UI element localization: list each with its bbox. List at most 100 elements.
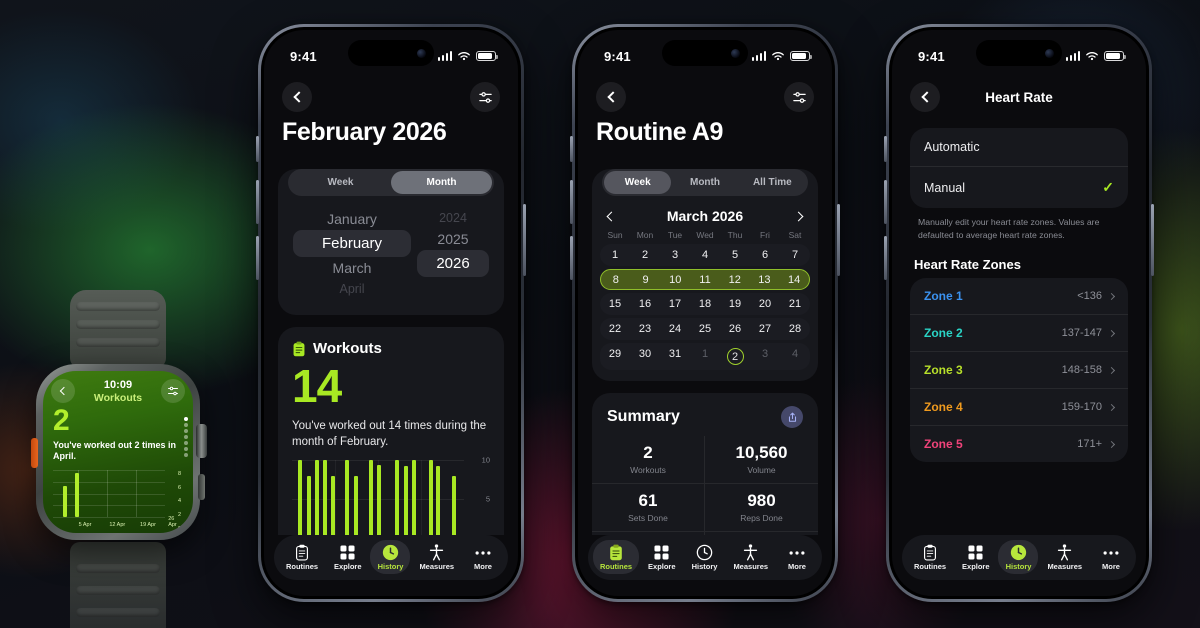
- calendar-day[interactable]: 28: [788, 323, 802, 336]
- digital-crown[interactable]: [196, 424, 207, 458]
- picker-month-january[interactable]: January: [327, 211, 377, 227]
- calendar-week-row[interactable]: 15 16 17 18 19 20 21: [600, 293, 810, 316]
- calendar-day[interactable]: 19: [728, 298, 742, 311]
- calendar-day[interactable]: 3: [761, 348, 769, 361]
- calendar-day[interactable]: 6: [761, 249, 769, 261]
- segment-all-time[interactable]: All Time: [752, 177, 792, 188]
- back-button[interactable]: [596, 82, 626, 112]
- tab-measures[interactable]: Measures: [412, 540, 461, 574]
- tab-bar[interactable]: Routines Explore History Measures More: [902, 535, 1136, 580]
- next-month-button[interactable]: [793, 211, 804, 221]
- calendar-day[interactable]: 8: [612, 273, 619, 286]
- calendar-day[interactable]: 29: [608, 348, 622, 361]
- calendar-day[interactable]: 15: [608, 298, 622, 311]
- watch-action-button[interactable]: [31, 438, 38, 468]
- calendar-weeks[interactable]: 1 2 3 4 5 6 7 8 9 10 11 12 13 14 15 16 17 18 19 20 21 22 23 24 2…: [592, 244, 818, 371]
- watch-filter-button[interactable]: [160, 379, 185, 404]
- calendar-day[interactable]: 20: [758, 298, 772, 311]
- watch-back-button[interactable]: [51, 379, 75, 404]
- calendar-week-row[interactable]: 22 23 24 25 26 27 28: [600, 318, 810, 341]
- calendar-day[interactable]: 31: [668, 348, 682, 361]
- calendar-day[interactable]: 25: [698, 323, 712, 336]
- calendar-day[interactable]: 26: [728, 323, 742, 336]
- tab-more[interactable]: More: [1091, 540, 1131, 574]
- picker-year-2026[interactable]: 2026: [417, 250, 489, 277]
- segment-month[interactable]: Month: [689, 177, 720, 188]
- calendar-day[interactable]: 10: [669, 273, 682, 286]
- tab-bar[interactable]: Routines Explore History Measures More: [588, 535, 822, 580]
- tab-history[interactable]: History: [684, 540, 724, 574]
- year-wheel[interactable]: 2024 2025 2026: [417, 208, 489, 299]
- calendar-day[interactable]: 9: [642, 273, 649, 286]
- picker-year-2024[interactable]: 2024: [439, 211, 467, 225]
- tab-history[interactable]: History: [998, 540, 1039, 574]
- period-segmented-control[interactable]: Week Month: [288, 169, 494, 196]
- month-wheel[interactable]: January February March April: [293, 208, 411, 299]
- tab-explore[interactable]: Explore: [641, 540, 683, 574]
- tab-more[interactable]: More: [463, 540, 503, 574]
- calendar-day[interactable]: 4: [791, 348, 799, 361]
- calendar-day[interactable]: 3: [671, 249, 679, 261]
- calendar-day[interactable]: 2: [720, 348, 750, 366]
- back-button[interactable]: [910, 82, 940, 112]
- calendar-day[interactable]: 5: [731, 249, 739, 261]
- tab-explore[interactable]: Explore: [327, 540, 369, 574]
- calendar-day[interactable]: 13: [758, 273, 771, 286]
- calendar-day[interactable]: 2: [641, 249, 649, 261]
- calendar-day[interactable]: 22: [608, 323, 622, 336]
- zone-row-zone-2[interactable]: Zone 2 137-147: [910, 314, 1128, 351]
- zone-row-zone-4[interactable]: Zone 4 159-170: [910, 388, 1128, 425]
- filter-button[interactable]: [784, 82, 814, 112]
- calendar-day[interactable]: 23: [638, 323, 652, 336]
- zone-row-zone-1[interactable]: Zone 1 <136: [910, 278, 1128, 314]
- segment-week[interactable]: Week: [604, 171, 672, 194]
- tab-history[interactable]: History: [370, 540, 411, 574]
- picker-month-march[interactable]: March: [332, 260, 372, 276]
- heart-rate-zones-list[interactable]: Zone 1 <136 Zone 2 137-147 Zone 3 148-15…: [910, 278, 1128, 463]
- grid-line-vertical: [421, 460, 422, 535]
- tab-routines[interactable]: Routines: [592, 540, 640, 574]
- tab-bar[interactable]: Routines Explore History Measures More: [274, 535, 508, 580]
- calendar-day[interactable]: 21: [788, 298, 802, 311]
- picker-month-april[interactable]: April: [339, 282, 365, 296]
- tab-routines[interactable]: Routines: [279, 540, 325, 574]
- calendar-day[interactable]: 27: [758, 323, 772, 336]
- back-button[interactable]: [282, 82, 312, 112]
- calendar-week-row[interactable]: 1 2 3 4 5 6 7: [600, 244, 810, 266]
- segment-month[interactable]: Month: [391, 171, 492, 194]
- tab-measures[interactable]: Measures: [1040, 540, 1089, 574]
- prev-month-button[interactable]: [606, 211, 617, 221]
- calendar-day[interactable]: 4: [701, 249, 709, 261]
- mode-option-manual[interactable]: Manual ✓: [910, 166, 1128, 208]
- calendar-week-row-selected[interactable]: 8 9 10 11 12 13 14: [600, 269, 810, 291]
- mode-option-automatic[interactable]: Automatic: [910, 128, 1128, 166]
- calendar-day[interactable]: 16: [638, 298, 652, 311]
- calendar-day[interactable]: 1: [701, 348, 709, 361]
- calendar-week-row[interactable]: 29 30 31 1 2 3 4: [600, 343, 810, 371]
- calendar-day[interactable]: 7: [791, 249, 799, 261]
- calendar-day[interactable]: 1: [611, 249, 619, 261]
- month-year-picker[interactable]: January February March April 2024 2025 2…: [278, 196, 504, 315]
- calendar-day[interactable]: 17: [668, 298, 682, 311]
- watch-side-button[interactable]: [198, 474, 205, 500]
- calendar-day[interactable]: 14: [788, 273, 801, 286]
- zone-row-zone-5[interactable]: Zone 5 171+: [910, 425, 1128, 462]
- tab-measures[interactable]: Measures: [726, 540, 775, 574]
- period-segmented-control[interactable]: Week Month All Time: [602, 169, 808, 196]
- share-button[interactable]: [781, 406, 803, 429]
- filter-button[interactable]: [470, 82, 500, 112]
- tab-more[interactable]: More: [777, 540, 817, 574]
- tab-routines[interactable]: Routines: [907, 540, 953, 574]
- calendar-day[interactable]: 30: [638, 348, 652, 361]
- tab-explore[interactable]: Explore: [955, 540, 997, 574]
- zone-row-zone-3[interactable]: Zone 3 148-158: [910, 351, 1128, 388]
- picker-month-february[interactable]: February: [293, 230, 411, 257]
- picker-year-2025[interactable]: 2025: [437, 231, 469, 247]
- calendar-day[interactable]: 18: [698, 298, 712, 311]
- calendar-day[interactable]: 12: [728, 273, 741, 286]
- calendar-day[interactable]: 11: [699, 273, 711, 286]
- segment-week[interactable]: Week: [327, 177, 354, 188]
- calendar-day-today[interactable]: 2: [726, 348, 744, 366]
- calendar-day[interactable]: 24: [668, 323, 682, 336]
- x-axis-tick: 12 Apr: [109, 522, 126, 529]
